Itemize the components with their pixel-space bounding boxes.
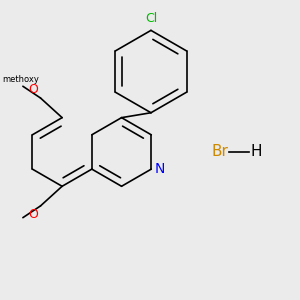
Text: methoxy: methoxy	[2, 75, 39, 84]
Text: O: O	[29, 208, 39, 221]
Text: H: H	[251, 145, 262, 160]
Text: N: N	[154, 162, 165, 176]
Text: O: O	[29, 83, 39, 96]
Text: Br: Br	[212, 145, 229, 160]
Text: Cl: Cl	[145, 13, 157, 26]
